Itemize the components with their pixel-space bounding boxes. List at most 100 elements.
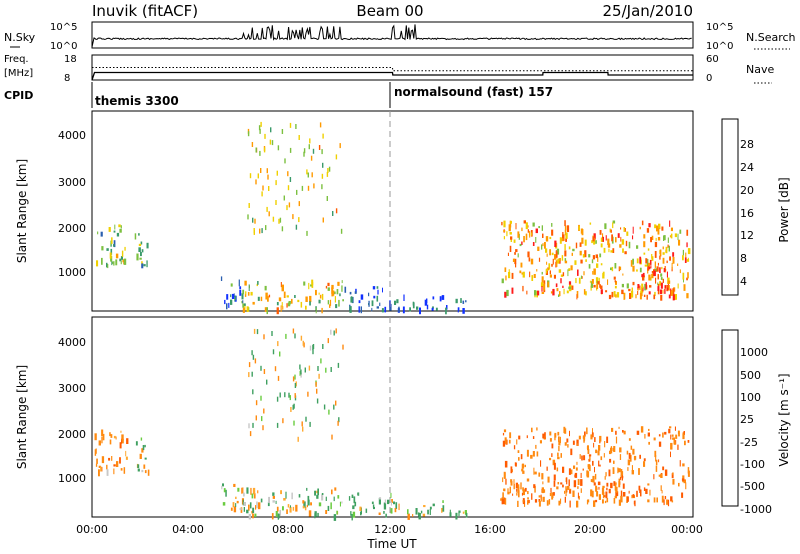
- heatmap-cell: [514, 462, 517, 466]
- heatmap-cell: [621, 475, 624, 479]
- heatmap-cell: [107, 264, 109, 269]
- heatmap-cell: [110, 248, 113, 255]
- heatmap-cell: [269, 139, 272, 145]
- heatmap-cell: [622, 430, 624, 433]
- heatmap-cell: [618, 468, 621, 473]
- heatmap-cell: [648, 441, 650, 445]
- heatmap-cell: [529, 230, 531, 238]
- heatmap-cell: [562, 285, 564, 288]
- heatmap-cell: [241, 300, 243, 304]
- heatmap-cell: [429, 506, 432, 510]
- heatmap-cell: [230, 283, 233, 287]
- power-cbar-tick-28: 28: [740, 138, 754, 151]
- heatmap-cell: [642, 272, 645, 277]
- heatmap-cell: [262, 425, 264, 431]
- heatmap-cell: [585, 259, 587, 262]
- heatmap-cell: [661, 490, 663, 494]
- heatmap-cell: [575, 242, 578, 249]
- heatmap-cell: [583, 455, 586, 461]
- heatmap-cell: [598, 494, 601, 500]
- heatmap-cell: [526, 290, 528, 295]
- heatmap-cell: [226, 303, 228, 310]
- heatmap-cell: [555, 250, 557, 253]
- heatmap-cell: [264, 133, 266, 139]
- heatmap-cell: [119, 228, 122, 233]
- heatmap-cell: [681, 478, 685, 481]
- heatmap-cell: [564, 496, 566, 503]
- heatmap-cell: [254, 358, 257, 364]
- heatmap-cell: [101, 429, 104, 437]
- heatmap-cell: [407, 513, 410, 520]
- x-tick-1600: 16:00: [474, 523, 506, 536]
- heatmap-cell: [600, 289, 603, 294]
- heatmap-cell: [581, 276, 583, 279]
- heatmap-cell: [106, 262, 108, 268]
- heatmap-cell: [372, 286, 376, 290]
- heatmap-cell: [521, 464, 524, 469]
- heatmap-cell: [599, 435, 602, 442]
- heatmap-cell: [262, 185, 264, 191]
- heatmap-cell: [506, 231, 508, 237]
- heatmap-cell: [465, 512, 468, 518]
- heatmap-cell: [654, 268, 657, 272]
- x-tick-2000: 20:00: [574, 523, 606, 536]
- heatmap-cell: [143, 464, 146, 469]
- heatmap-cell: [319, 122, 322, 128]
- heatmap-cell: [95, 448, 97, 454]
- heatmap-cell: [679, 460, 681, 467]
- heatmap-cell: [260, 498, 263, 503]
- heatmap-cell: [568, 486, 570, 490]
- heatmap-cell: [339, 143, 341, 149]
- heatmap-cell: [568, 286, 571, 290]
- heatmap-cell: [560, 482, 563, 485]
- heatmap-cell: [242, 300, 244, 304]
- heatmap-cell: [110, 434, 113, 438]
- heatmap-cell: [247, 292, 250, 296]
- heatmap-cell: [545, 236, 549, 242]
- heatmap-cell: [409, 307, 411, 312]
- heatmap-cell: [277, 375, 280, 381]
- heatmap-cell: [378, 512, 381, 515]
- heatmap-cell: [138, 243, 142, 247]
- heatmap-cell: [610, 229, 612, 233]
- heatmap-cell: [115, 259, 118, 266]
- heatmap-cell: [307, 499, 310, 506]
- heatmap-cell: [559, 237, 562, 244]
- heatmap-cell: [518, 435, 521, 440]
- heatmap-cell: [113, 435, 116, 439]
- heatmap-cell: [673, 437, 676, 445]
- heatmap-cell: [685, 252, 687, 258]
- heatmap-cell: [564, 428, 567, 434]
- heatmap-cell: [289, 177, 292, 182]
- heatmap-cell: [684, 257, 687, 263]
- heatmap-cell: [146, 242, 149, 249]
- heatmap-cell: [592, 460, 594, 466]
- heatmap-cell: [286, 303, 288, 308]
- heatmap-cell: [600, 263, 603, 266]
- heatmap-cell: [661, 495, 664, 503]
- heatmap-cell: [557, 456, 560, 460]
- beam-title: Beam 00: [356, 2, 423, 20]
- heatmap-cell: [595, 499, 598, 503]
- heatmap-cell: [513, 239, 516, 243]
- heatmap-cell: [588, 254, 591, 258]
- heatmap-cell: [597, 281, 600, 285]
- heatmap-cell: [275, 180, 277, 186]
- heatmap-cell: [292, 214, 294, 220]
- velocity-y-tick-4000: 4000: [58, 336, 86, 349]
- heatmap-cell: [246, 306, 249, 312]
- heatmap-cell: [562, 272, 565, 277]
- heatmap-cell: [101, 257, 103, 265]
- heatmap-cell: [595, 277, 599, 284]
- heatmap-cell: [275, 500, 277, 504]
- heatmap-cell: [502, 492, 504, 500]
- heatmap-cell: [683, 284, 686, 291]
- heatmap-cell: [309, 421, 311, 427]
- heatmap-cell: [681, 492, 684, 498]
- heatmap-cell: [641, 220, 644, 226]
- heatmap-cell: [310, 284, 312, 287]
- heatmap-cell: [465, 300, 467, 303]
- heatmap-cell: [276, 506, 279, 511]
- heatmap-cell: [658, 223, 661, 230]
- heatmap-cell: [534, 290, 537, 296]
